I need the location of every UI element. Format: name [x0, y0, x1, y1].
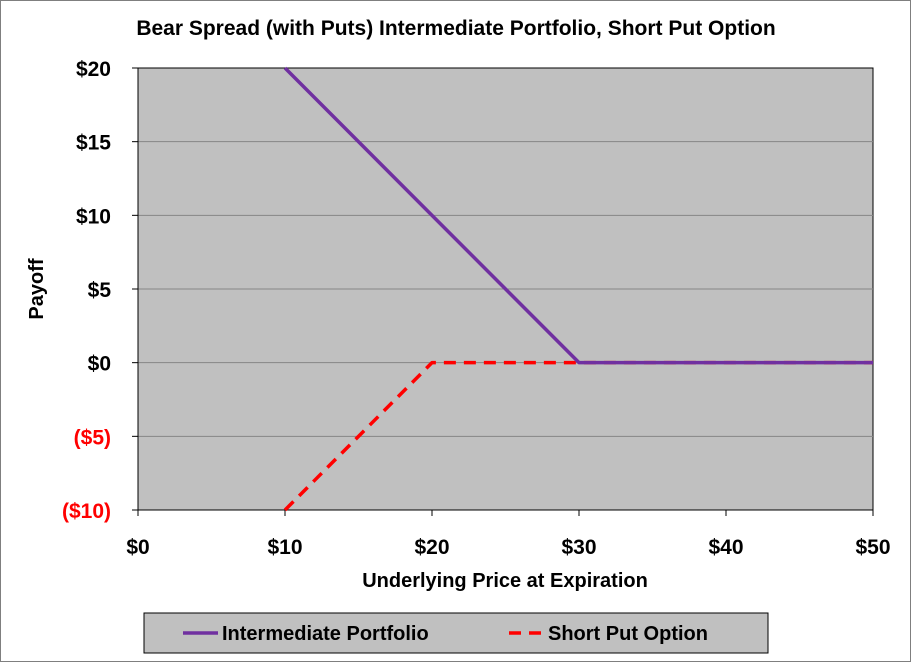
y-tick-label: $20 [76, 58, 111, 81]
legend: Intermediate Portfolio Short Put Option [143, 612, 769, 654]
x-tick-label: $20 [414, 536, 449, 559]
x-tick-label: $0 [126, 536, 149, 559]
y-tick-label: $5 [88, 279, 112, 302]
legend-label-short-put-option: Short Put Option [548, 623, 708, 645]
x-tick-label: $30 [561, 536, 596, 559]
y-tick-label: $0 [88, 353, 111, 376]
chart-title: Bear Spread (with Puts) Intermediate Por… [136, 17, 775, 40]
x-axis-label: Underlying Price at Expiration [362, 570, 648, 592]
axes [132, 67, 874, 516]
legend-box [143, 612, 769, 654]
y-tick-label: ($10) [62, 500, 111, 523]
series-layer [283, 66, 873, 512]
x-tick-labels: $0 $10 $20 $30 $40 $50 [126, 536, 890, 559]
x-tick-label: $50 [855, 536, 890, 559]
series-line-0 [283, 66, 873, 365]
y-tick-labels: $20 $15 $10 $5 $0 ($5) ($10) [62, 58, 111, 523]
y-tick-label: ($5) [74, 426, 111, 449]
grid-lines [138, 141, 873, 437]
x-tick-label: $10 [267, 536, 302, 559]
y-tick-label: $10 [76, 205, 111, 228]
y-tick-label: $15 [76, 132, 111, 155]
y-axis-label: Payoff [26, 258, 48, 319]
x-tick-label: $40 [708, 536, 743, 559]
legend-label-intermediate-portfolio: Intermediate Portfolio [222, 623, 429, 645]
